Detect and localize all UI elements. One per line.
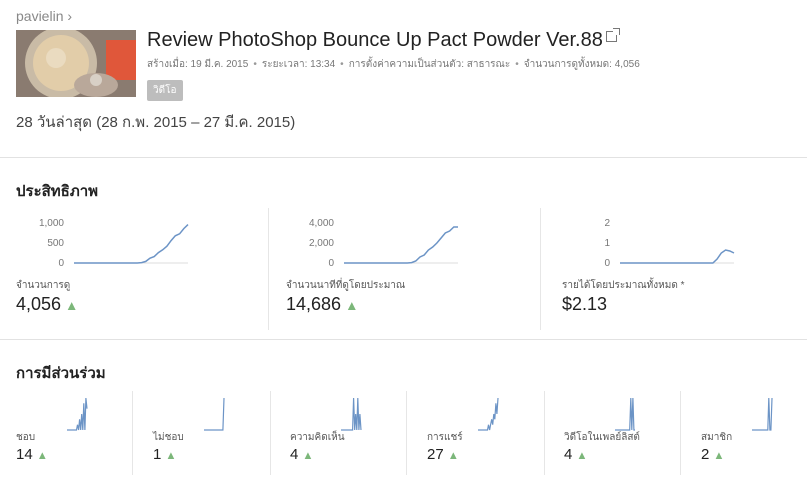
- divider: [0, 157, 807, 158]
- metric-watch-time[interactable]: 4,000 2,000 0 จำนวนนาทีที่ดูโดยประมาณ 14,6…: [286, 208, 536, 330]
- metric-dislikes[interactable]: ไม่ชอบ 1 ▲: [153, 396, 265, 476]
- metric-number: 14,686: [286, 294, 342, 314]
- trend-up-icon: ▲: [345, 298, 359, 313]
- column-separator: [544, 391, 545, 475]
- trend-up-icon: ▲: [165, 450, 177, 462]
- metric-number: $2.13: [562, 294, 608, 314]
- metric-playlist-adds[interactable]: วิดีโอในเพลย์ลิสต์ 4 ▲: [564, 396, 676, 476]
- metric-label: ไม่ชอบ: [153, 432, 184, 443]
- y-tick-label: 0: [58, 258, 64, 269]
- metric-label: ความคิดเห็น: [290, 432, 345, 443]
- bullet-separator: •: [253, 59, 257, 70]
- metric-value: 27 ▲: [427, 446, 459, 463]
- series-line: [341, 397, 362, 431]
- metric-label: วิดีโอในเพลย์ลิสต์: [564, 432, 640, 443]
- comments-sparkline: [341, 397, 362, 431]
- views-sparkline: 1,000 500 0: [39, 218, 189, 269]
- metric-value: 14,686 ▲: [286, 294, 358, 315]
- metric-label: จำนวนการดู: [16, 280, 71, 291]
- video-title[interactable]: Review PhotoShop Bounce Up Pact Powder V…: [147, 28, 620, 52]
- trend-up-icon: ▲: [713, 450, 725, 462]
- subscribers-sparkline: [752, 397, 773, 431]
- metric-number: 1: [153, 446, 162, 463]
- created-date: สร้างเมื่อ: 19 มี.ค. 2015: [147, 59, 249, 70]
- trend-up-icon: ▲: [447, 450, 459, 462]
- metric-number: 4: [290, 446, 299, 463]
- y-tick-label: 2: [604, 218, 610, 229]
- column-separator: [680, 391, 681, 475]
- column-separator: [406, 391, 407, 475]
- dislikes-sparkline: [204, 397, 225, 431]
- total-views: จำนวนการดูทั้งหมด: 4,056: [523, 59, 640, 70]
- metric-views[interactable]: 1,000 500 0 จำนวนการดู 4,056 ▲: [16, 208, 266, 330]
- metric-shares[interactable]: การแชร์ 27 ▲: [427, 396, 539, 476]
- video-thumbnail[interactable]: [16, 30, 136, 97]
- chevron-right-icon: ›: [67, 8, 73, 24]
- trend-up-icon: ▲: [65, 298, 79, 313]
- y-tick-label: 0: [604, 258, 610, 269]
- bullet-separator: •: [515, 59, 519, 70]
- series-line: [620, 249, 735, 264]
- engagement-title: การมีส่วนร่วม: [16, 365, 106, 382]
- metric-label: สมาชิก: [701, 432, 733, 443]
- external-link-icon[interactable]: [605, 28, 620, 42]
- metric-revenue[interactable]: 2 1 0 รายได้โดยประมาณทั้งหมด * $2.13: [562, 208, 802, 330]
- bullet-separator: •: [340, 59, 344, 70]
- series-line: [67, 397, 88, 431]
- metric-number: 14: [16, 446, 33, 463]
- metric-subscribers[interactable]: สมาชิก 2 ▲: [701, 396, 801, 476]
- y-tick-label: 2,000: [309, 238, 334, 249]
- watch-time-sparkline: 4,000 2,000 0: [309, 218, 458, 269]
- metric-value: 2 ▲: [701, 446, 724, 463]
- y-tick-label: 1,000: [39, 218, 64, 229]
- date-range: 28 วันล่าสุด (28 ก.พ. 2015 – 27 มี.ค. 20…: [16, 114, 296, 131]
- series-line: [344, 226, 458, 264]
- performance-title: ประสิทธิภาพ: [16, 183, 99, 200]
- y-tick-label: 0: [328, 258, 334, 269]
- channel-breadcrumb[interactable]: pavielin ›: [16, 8, 72, 24]
- metric-number: 2: [701, 446, 710, 463]
- shares-sparkline: [478, 397, 499, 431]
- video-title-text[interactable]: Review PhotoShop Bounce Up Pact Powder V…: [147, 29, 603, 51]
- series-line: [74, 224, 189, 264]
- series-line: [615, 397, 635, 431]
- divider: [0, 339, 807, 340]
- series-line: [204, 397, 225, 431]
- metric-value: 4,056 ▲: [16, 294, 78, 315]
- y-tick-label: 4,000: [309, 218, 334, 229]
- revenue-sparkline: 2 1 0: [604, 218, 735, 269]
- video-duration: ระยะเวลา: 13:34: [261, 59, 336, 70]
- metric-number: 4,056: [16, 294, 62, 314]
- column-separator: [268, 208, 269, 330]
- metric-comments[interactable]: ความคิดเห็น 4 ▲: [290, 396, 402, 476]
- metric-number: 4: [564, 446, 573, 463]
- metric-label: ชอบ: [16, 432, 36, 443]
- metric-value: 4 ▲: [564, 446, 587, 463]
- video-type-badge: วิดีโอ: [147, 80, 183, 101]
- metric-value: 14 ▲: [16, 446, 48, 463]
- metric-label: รายได้โดยประมาณทั้งหมด *: [562, 280, 685, 291]
- series-line: [478, 397, 499, 431]
- y-tick-label: 1: [604, 238, 610, 249]
- column-separator: [132, 391, 133, 475]
- metric-label: จำนวนนาทีที่ดูโดยประมาณ: [286, 280, 406, 291]
- trend-up-icon: ▲: [576, 450, 588, 462]
- metric-label: การแชร์: [427, 432, 463, 443]
- trend-up-icon: ▲: [36, 450, 48, 462]
- channel-name[interactable]: pavielin: [16, 8, 64, 24]
- column-separator: [270, 391, 271, 475]
- trend-up-icon: ▲: [302, 450, 314, 462]
- playlist-sparkline: [615, 397, 635, 431]
- y-tick-label: 500: [47, 238, 64, 249]
- metric-value: 1 ▲: [153, 446, 176, 463]
- metric-value: $2.13: [562, 294, 611, 315]
- video-meta: สร้างเมื่อ: 19 มี.ค. 2015 • ระยะเวลา: 13:3…: [147, 57, 640, 72]
- likes-sparkline: [67, 397, 88, 431]
- column-separator: [540, 208, 541, 330]
- metric-value: 4 ▲: [290, 446, 313, 463]
- metric-number: 27: [427, 446, 444, 463]
- metric-likes[interactable]: ชอบ 14 ▲: [16, 396, 128, 476]
- privacy-setting: การตั้งค่าความเป็นส่วนตัว: สาธารณะ: [348, 59, 511, 70]
- series-line: [752, 397, 773, 431]
